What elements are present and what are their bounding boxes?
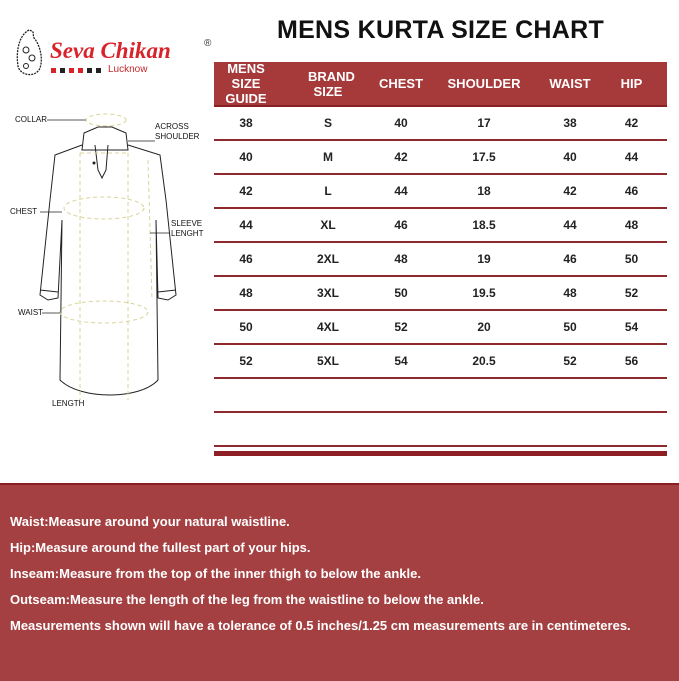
- label-collar: COLLAR: [15, 115, 48, 124]
- label-length: LENGTH: [52, 399, 85, 408]
- cell-shoulder: 17: [477, 116, 491, 130]
- cell-shoulder: 18: [477, 184, 491, 198]
- cell-mens-size-guide: 50: [239, 320, 253, 334]
- header-mens-size-guide: MENS SIZE GUIDE: [225, 61, 267, 106]
- cell-chest: 42: [394, 150, 408, 164]
- size-chart-table: MENS SIZE GUIDE BRAND SIZE CHEST SHOULDE…: [214, 61, 667, 447]
- table-row: 40 M 42 17.5 40 44: [214, 141, 667, 175]
- table-bottom-rule: [214, 451, 667, 456]
- cell-shoulder: 18.5: [472, 218, 496, 232]
- cell-chest: 40: [394, 116, 408, 130]
- table-row: 50 4XL 52 20 50 54: [214, 311, 667, 345]
- header-hip: HIP: [620, 76, 643, 91]
- cell-shoulder: 19.5: [472, 286, 496, 300]
- cell-mens-size-guide: 38: [239, 116, 253, 130]
- cell-mens-size-guide: 44: [239, 218, 253, 232]
- header-shoulder: SHOULDER: [447, 76, 521, 91]
- cell-hip: 52: [624, 286, 639, 300]
- cell-waist: 52: [563, 354, 577, 368]
- cell-brand-size: 4XL: [316, 320, 339, 334]
- header-waist: WAIST: [549, 76, 591, 91]
- empty-table-row: [214, 379, 667, 413]
- cell-hip: 44: [624, 150, 639, 164]
- cell-waist: 42: [563, 184, 577, 198]
- cell-mens-size-guide: 42: [239, 184, 253, 198]
- table-row: 46 2XL 48 19 46 50: [214, 243, 667, 277]
- cell-hip: 46: [624, 184, 639, 198]
- cell-waist: 48: [563, 286, 577, 300]
- cell-chest: 50: [394, 286, 408, 300]
- header-brand-size: BRAND SIZE: [308, 68, 355, 99]
- paisley-logo-icon: [16, 29, 42, 76]
- brand-location: Lucknow: [108, 64, 148, 75]
- cell-brand-size: 5XL: [316, 354, 339, 368]
- table-row: 42 L 44 18 42 46: [214, 175, 667, 209]
- cell-waist: 46: [563, 252, 577, 266]
- table-row: 52 5XL 54 20.5 52 56: [214, 345, 667, 379]
- registered-mark: ®: [204, 38, 212, 49]
- cell-waist: 38: [563, 116, 577, 130]
- brand-name: Seva Chikan: [50, 38, 171, 63]
- page-title: MENS KURTA SIZE CHART: [276, 16, 605, 44]
- cell-hip: 56: [624, 354, 639, 368]
- note-inseam: Inseam:Measure from the top of the inner…: [10, 566, 421, 581]
- cell-shoulder: 19: [477, 252, 491, 266]
- cell-brand-size: XL: [320, 218, 336, 232]
- cell-chest: 52: [394, 320, 408, 334]
- cell-brand-size: 3XL: [316, 286, 339, 300]
- cell-brand-size: L: [324, 184, 332, 198]
- label-waist: WAIST: [18, 308, 44, 317]
- cell-waist: 40: [563, 150, 577, 164]
- cell-mens-size-guide: 48: [239, 286, 253, 300]
- cell-shoulder: 20.5: [472, 354, 496, 368]
- cell-hip: 54: [624, 320, 639, 334]
- cell-shoulder: 20: [477, 320, 491, 334]
- table-row: 38 S 40 17 38 42: [214, 107, 667, 141]
- cell-brand-size: S: [323, 116, 332, 130]
- note-tolerance: Measurements shown will have a tolerance…: [10, 618, 631, 633]
- cell-hip: 48: [624, 218, 639, 232]
- label-across-shoulder: ACROSS SHOULDER: [155, 122, 200, 141]
- cell-chest: 44: [394, 184, 408, 198]
- label-sleeve-length: SLEEVE LENGHT: [171, 219, 204, 238]
- cell-shoulder: 17.5: [472, 150, 496, 164]
- header-chest: CHEST: [378, 76, 424, 91]
- cell-waist: 44: [563, 218, 577, 232]
- empty-table-row: [214, 413, 667, 447]
- cell-waist: 50: [563, 320, 577, 334]
- cell-chest: 54: [394, 354, 408, 368]
- cell-mens-size-guide: 46: [239, 252, 253, 266]
- measurement-notes-panel: Waist:Measure around your natural waistl…: [0, 483, 679, 681]
- note-hip: Hip:Measure around the fullest part of y…: [10, 540, 311, 555]
- table-header: MENS SIZE GUIDE BRAND SIZE CHEST SHOULDE…: [214, 61, 667, 107]
- cell-brand-size: 2XL: [316, 252, 339, 266]
- cell-hip: 42: [624, 116, 639, 130]
- cell-chest: 46: [394, 218, 408, 232]
- cell-chest: 48: [394, 252, 408, 266]
- cell-hip: 50: [624, 252, 639, 266]
- note-waist: Waist:Measure around your natural waistl…: [10, 514, 290, 529]
- table-row: 44 XL 46 18.5 44 48: [214, 209, 667, 243]
- label-chest: CHEST: [10, 207, 38, 216]
- kurta-diagram: [39, 113, 177, 400]
- cell-brand-size: M: [323, 150, 333, 164]
- table-row: 48 3XL 50 19.5 48 52: [214, 277, 667, 311]
- note-outseam: Outseam:Measure the length of the leg fr…: [10, 592, 484, 607]
- cell-mens-size-guide: 40: [239, 150, 253, 164]
- cell-mens-size-guide: 52: [239, 354, 253, 368]
